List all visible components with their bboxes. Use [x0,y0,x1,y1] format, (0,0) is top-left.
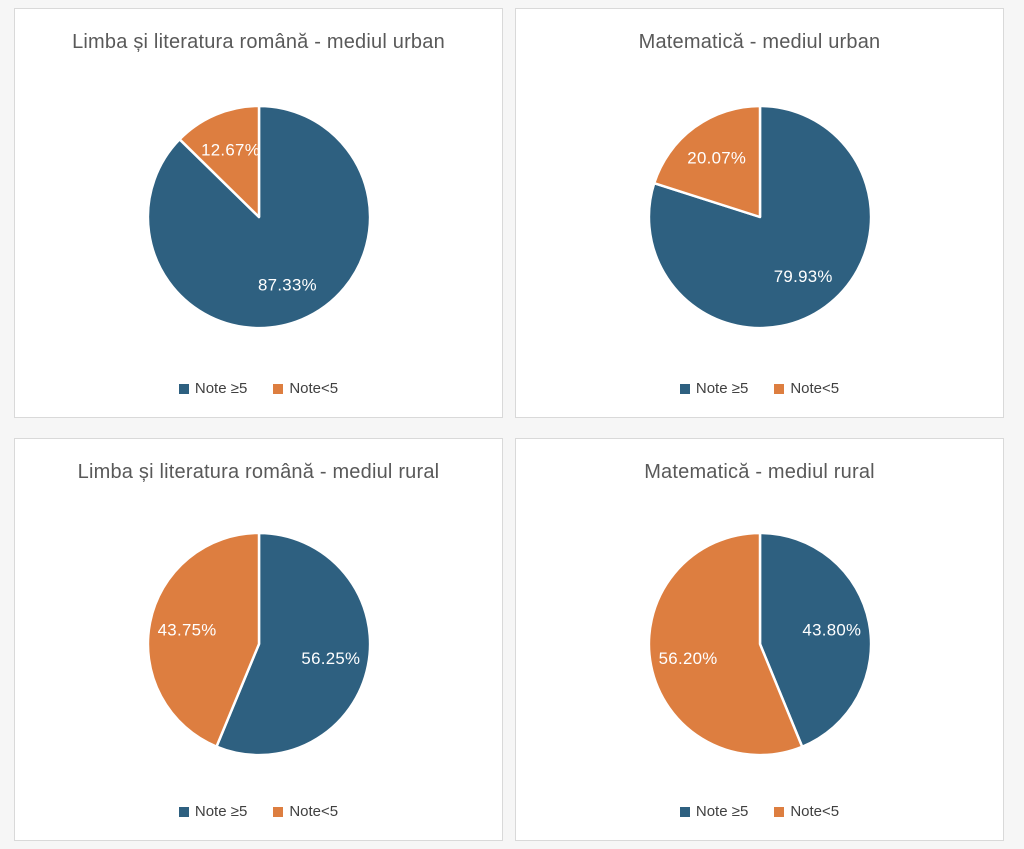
legend-item: Note ≥5 [178,380,248,397]
chart-legend: Note ≥5 Note<5 [178,803,338,820]
legend-swatch-icon [178,806,189,817]
legend-label: Note<5 [790,803,840,820]
legend-swatch-icon [774,383,785,394]
legend-swatch-icon [679,806,690,817]
legend-item: Note<5 [774,380,839,397]
legend-label: Note<5 [790,380,840,397]
pie-data-label: 12.67% [201,140,260,159]
pie-slice [214,531,371,756]
pie-data-label: 20.07% [687,149,746,168]
chart-title: Limba și literatura română - mediul urba… [72,31,445,53]
pie-chart: 79.93% 20.07% [647,104,872,330]
legend-item: Note<5 [273,803,338,820]
legend-swatch-icon [178,383,189,394]
pie-slice [177,104,260,219]
pie-data-label: 79.93% [773,267,832,286]
pie-slice [146,531,260,748]
legend-swatch-icon [273,806,284,817]
pie-chart-area: 43.80% 56.20% [643,484,877,803]
legend-label: Note ≥5 [194,803,248,820]
chart-legend: Note ≥5 Note<5 [679,803,839,820]
chart-legend: Note ≥5 Note<5 [178,380,338,397]
chart-legend: Note ≥5 Note<5 [679,380,839,397]
legend-label: Note ≥5 [695,380,749,397]
chart-title: Limba și literatura română - mediul rura… [77,461,440,483]
chart-panel-matematica-rural: Matematică - mediul rural 43.80% 56.20% N… [515,438,1004,841]
pie-chart-area: 56.25% 43.75% [142,484,376,803]
pie-data-label: 56.25% [301,649,360,668]
legend-label: Note ≥5 [194,380,248,397]
legend-swatch-icon [774,806,785,817]
chart-title: Matematică - mediul rural [644,461,875,483]
pie-chart-area: 87.33% 12.67% [142,54,376,380]
legend-label: Note<5 [289,380,339,397]
pie-chart: 87.33% 12.67% [146,104,371,330]
chart-panel-matematica-urban: Matematică - mediul urban 79.93% 20.07% N… [515,8,1004,418]
pie-slice [647,531,803,756]
pie-slice [758,531,872,748]
pie-data-label: 56.20% [658,649,717,668]
legend-label: Note<5 [289,803,339,820]
pie-data-label: 87.33% [257,275,316,294]
chart-title: Matematică - mediul urban [638,31,881,53]
legend-item: Note<5 [273,380,338,397]
legend-item: Note<5 [774,803,839,820]
chart-panel-romana-urban: Limba și literatura română - mediul urba… [14,8,503,418]
legend-item: Note ≥5 [679,380,749,397]
legend-swatch-icon [679,383,690,394]
pie-chart: 56.25% 43.75% [146,531,371,756]
legend-label: Note ≥5 [695,803,749,820]
pie-data-label: 43.75% [157,620,216,639]
pie-slice [652,104,761,219]
legend-item: Note ≥5 [679,803,749,820]
pie-chart-area: 79.93% 20.07% [643,54,877,380]
legend-item: Note ≥5 [178,803,248,820]
pie-chart: 43.80% 56.20% [647,531,872,756]
legend-swatch-icon [273,383,284,394]
pie-data-label: 43.80% [802,620,861,639]
chart-panel-romana-rural: Limba și literatura română - mediul rura… [14,438,503,841]
